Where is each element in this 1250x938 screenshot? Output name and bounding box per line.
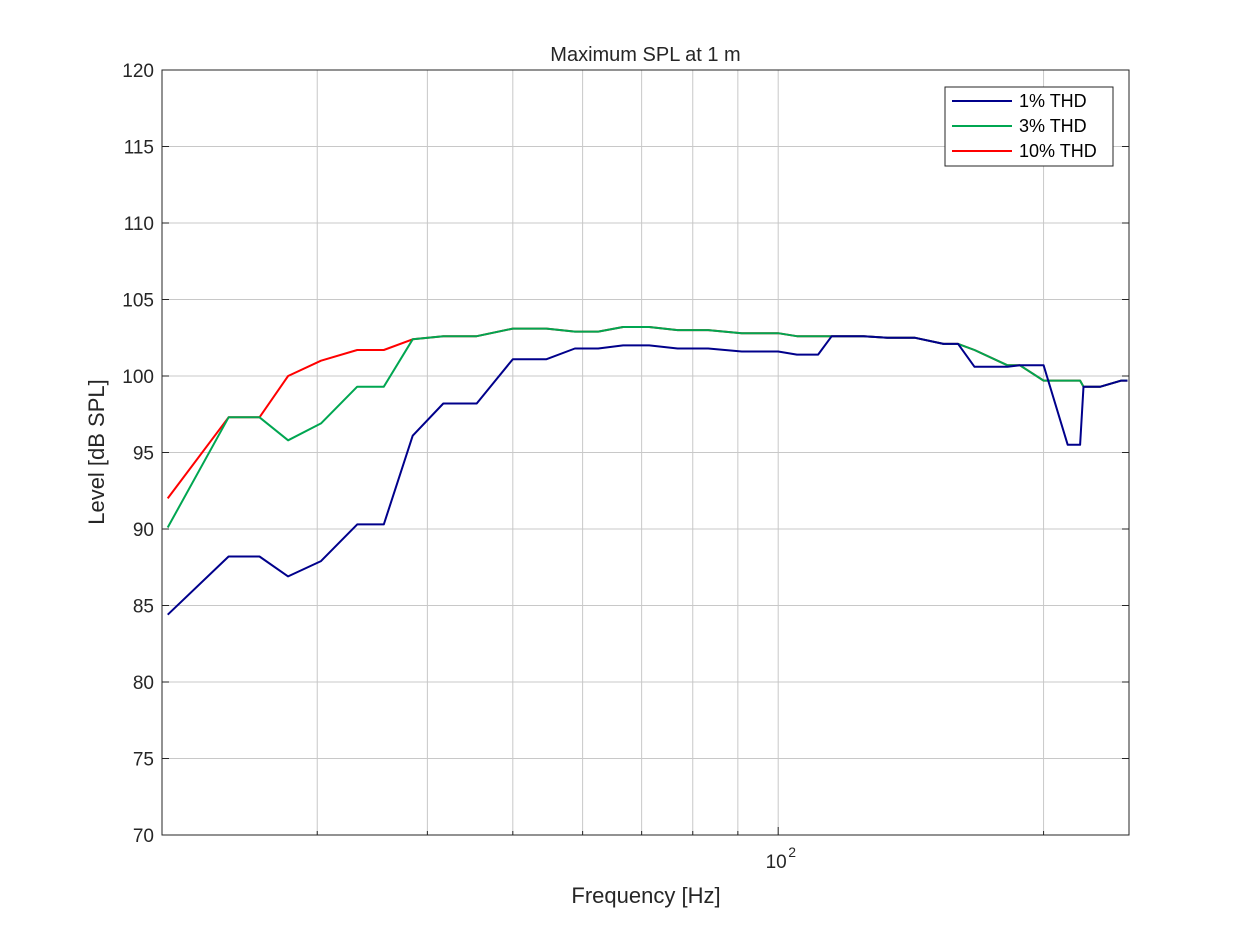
series-line-1-thd bbox=[167, 335, 1128, 616]
series-line-3-thd bbox=[166, 326, 1128, 528]
axes: 70 75 80 85 90 95 100 105 110 115 120 10 2 bbox=[122, 61, 1129, 873]
legend: 1% THD 3% THD 10% THD bbox=[944, 86, 1114, 167]
y-tick-label: 95 bbox=[133, 444, 154, 465]
y-tick-label: 70 bbox=[133, 826, 154, 847]
x-axis-label: Frequency [Hz] bbox=[571, 883, 720, 908]
chart-title: Maximum SPL at 1 m bbox=[550, 44, 740, 66]
y-axis-label: Level [dB SPL] bbox=[84, 379, 109, 525]
legend-label: 3% THD bbox=[1019, 116, 1087, 136]
y-tick-label: 80 bbox=[133, 673, 154, 694]
x-tick-label-exponent: 2 bbox=[788, 844, 796, 860]
legend-label: 10% THD bbox=[1019, 141, 1097, 161]
y-tick-label: 100 bbox=[122, 367, 154, 388]
y-tick-label: 115 bbox=[124, 138, 154, 159]
x-tick-label: 10 bbox=[766, 852, 787, 873]
series-lines bbox=[166, 326, 1128, 616]
y-tick-label: 90 bbox=[133, 520, 154, 541]
legend-label: 1% THD bbox=[1019, 91, 1087, 111]
y-tick-label: 105 bbox=[122, 291, 154, 312]
y-tick-label: 75 bbox=[133, 750, 154, 771]
y-tick-label: 110 bbox=[124, 214, 154, 235]
y-tick-label: 85 bbox=[133, 597, 154, 618]
y-tick-label: 120 bbox=[122, 61, 154, 82]
grid-lines bbox=[162, 70, 1129, 835]
